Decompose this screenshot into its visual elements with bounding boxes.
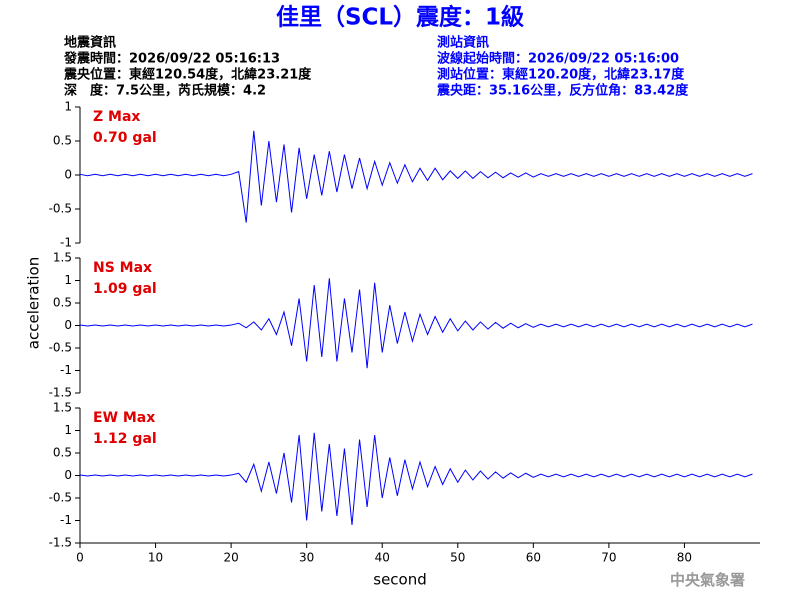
y-tick-label: 1.5 [53, 251, 72, 265]
info-text: 深 度：7.5公里，芮氏規模：4.2 [64, 83, 266, 99]
info-text: 發震時間：2026/09/22 05:16:13 [63, 51, 280, 67]
y-axis-label: acceleration [25, 257, 43, 349]
x-tick-label: 40 [375, 551, 390, 565]
y-tick-label: -1.5 [49, 386, 72, 400]
info-text: 測站位置：東經120.20度，北緯23.17度 [437, 67, 685, 83]
component-label: EW Max [93, 410, 155, 426]
y-tick-label: -0.5 [49, 491, 72, 505]
waveform [79, 278, 753, 369]
footer: 中央氣象署 [670, 571, 745, 589]
max-label: 0.70 gal [93, 130, 157, 146]
x-axis-label: second [373, 571, 427, 589]
x-tick-label: 70 [601, 551, 616, 565]
y-tick-label: 0.5 [53, 296, 72, 310]
y-tick-label: 0.5 [53, 446, 72, 460]
y-tick-label: 1 [64, 423, 72, 437]
component-label: NS Max [93, 260, 152, 276]
y-tick-label: 1 [64, 100, 72, 114]
chart-title: 佳里（SCL）震度：1級 [276, 4, 524, 31]
x-tick-label: 60 [526, 551, 541, 565]
info-text: 震央位置：東經120.54度，北緯23.21度 [63, 67, 312, 83]
y-tick-label: -0.5 [49, 202, 72, 216]
x-tick-label: 10 [148, 551, 163, 565]
x-tick-label: 50 [450, 551, 465, 565]
component-label: Z Max [93, 109, 140, 125]
x-tick-label: 0 [76, 551, 84, 565]
waveform [79, 432, 753, 526]
max-label: 1.09 gal [93, 281, 157, 297]
y-tick-label: 0 [64, 468, 72, 482]
info-text: 地震資訊 [64, 35, 116, 51]
y-tick-label: -1.5 [49, 536, 72, 550]
y-tick-label: -1 [60, 363, 72, 377]
x-tick-label: 20 [223, 551, 238, 565]
y-tick-label: -1 [60, 513, 72, 527]
y-tick-label: 0.5 [53, 134, 72, 148]
y-tick-label: -1 [60, 236, 72, 250]
x-tick-label: 80 [677, 551, 692, 565]
max-label: 1.12 gal [93, 431, 157, 447]
y-tick-label: -0.5 [49, 341, 72, 355]
info-text: 測站資訊 [437, 35, 489, 51]
y-tick-label: 1.5 [53, 401, 72, 415]
y-tick-label: 0 [64, 168, 72, 182]
info-text: 波線起始時間：2026/09/22 05:16:00 [437, 51, 679, 67]
y-tick-label: 1 [64, 273, 72, 287]
waveform [79, 130, 753, 223]
y-tick-label: 0 [64, 318, 72, 332]
info-text: 震央距：35.16公里，反方位角：83.42度 [436, 83, 689, 99]
x-tick-label: 30 [299, 551, 314, 565]
